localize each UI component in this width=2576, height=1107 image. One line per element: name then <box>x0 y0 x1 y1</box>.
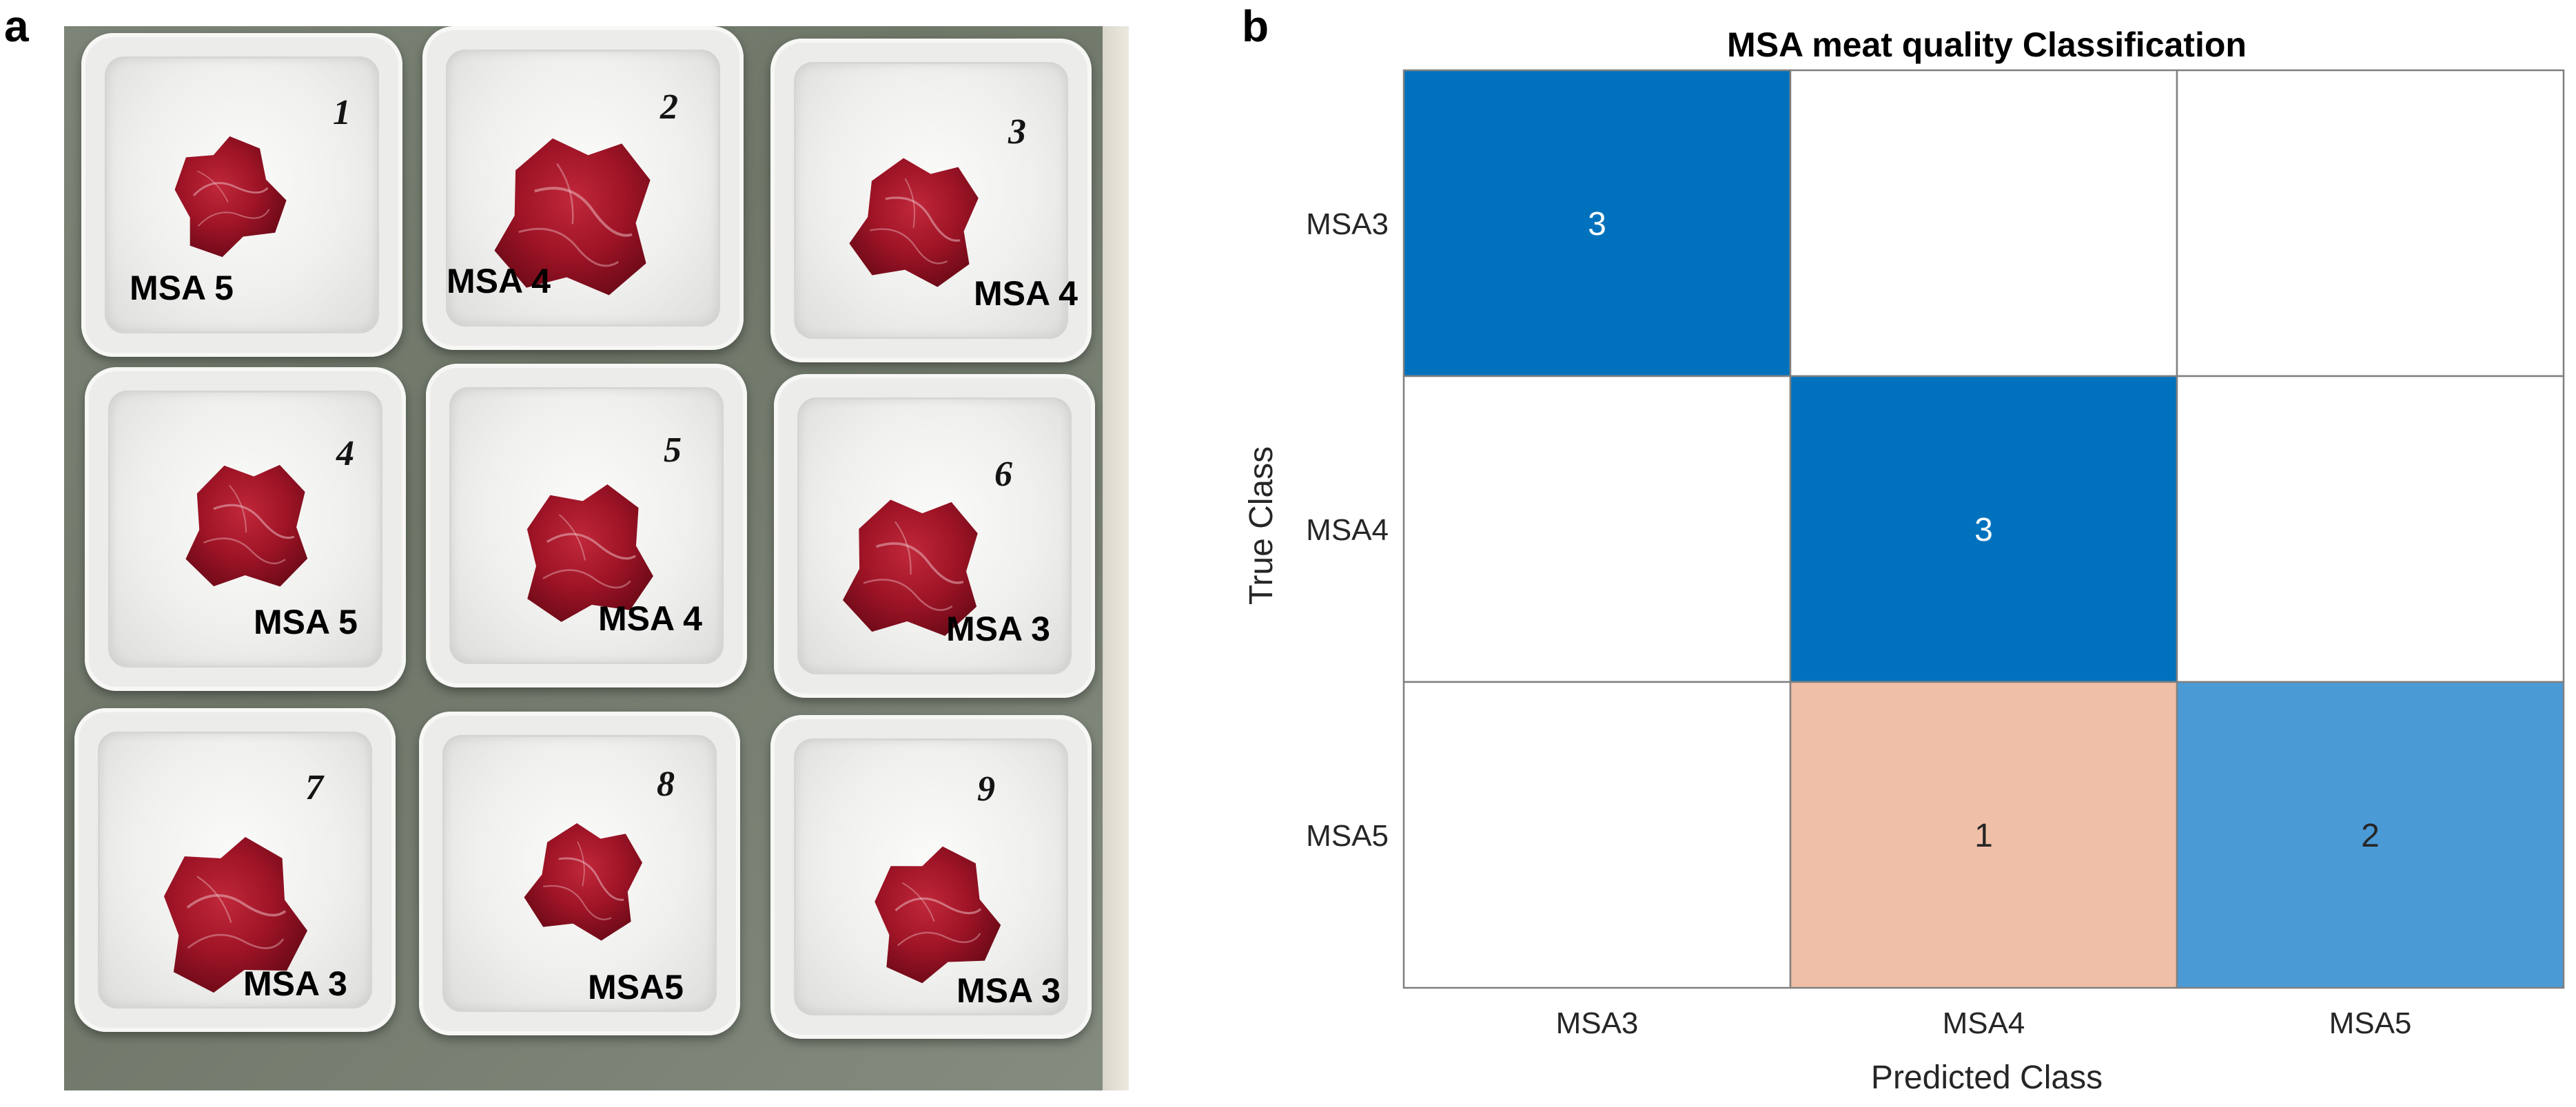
matrix-cell <box>1402 681 1792 989</box>
tray-msa-label: MSA 3 <box>946 610 1050 648</box>
meat-sample <box>875 846 1001 984</box>
tray: 5 MSA 4 <box>426 364 747 687</box>
tray: 3 MSA 4 <box>770 39 1092 362</box>
meat-sample <box>163 836 308 993</box>
tray-msa-label: MSA 5 <box>254 603 358 641</box>
tray: 4 MSA 5 <box>85 367 406 691</box>
matrix-cell-value: 3 <box>1588 206 1606 242</box>
matrix-cell <box>1402 375 1792 683</box>
tray-number: 7 <box>305 768 323 807</box>
meat-sample <box>185 464 308 587</box>
tray-msa-label: MSA 4 <box>974 274 1078 313</box>
matrix-cell <box>2176 681 2565 989</box>
matrix-cell-value: 1 <box>1974 818 1993 854</box>
x-tick-label: MSA4 <box>1943 1006 2025 1040</box>
tray-number: 1 <box>333 93 351 132</box>
photo-background-strip <box>1103 26 1129 1090</box>
x-tick-labels: MSA3 MSA4 MSA5 <box>1556 1006 2412 1040</box>
meat-sample <box>842 499 978 637</box>
tray: 6 MSA 3 <box>774 374 1095 698</box>
matrix-cell-value: 2 <box>2361 818 2380 854</box>
tray: 2 MSA 4 <box>422 26 744 350</box>
tray-number: 6 <box>994 455 1012 494</box>
tray: 1 MSA 5 <box>81 33 402 357</box>
meat-sample <box>849 158 979 287</box>
tray: 8 MSA5 <box>419 712 740 1035</box>
tray-msa-label: MSA5 <box>588 968 684 1006</box>
tray-msa-label: MSA 4 <box>447 262 551 300</box>
tray-number: 2 <box>660 87 678 127</box>
tray-number: 9 <box>977 769 995 809</box>
y-axis-label: True Class <box>1243 446 1280 605</box>
matrix-cell-value: 3 <box>1974 512 1993 548</box>
panel-label-a: a <box>4 1 29 51</box>
tray-number: 4 <box>336 434 354 473</box>
tray: 9 MSA 3 <box>770 715 1092 1039</box>
meat-sample <box>174 136 287 258</box>
tray-number: 5 <box>664 431 682 470</box>
y-tick-label: MSA5 <box>1306 819 1389 853</box>
matrix-cell <box>1789 69 2178 377</box>
y-tick-label: MSA4 <box>1306 513 1389 547</box>
meat-samples-photo: 1 MSA 5 2 MSA 4 3 MSA 4 4 MSA 5 5 MSA 4 6 MSA 3 7 MSA… <box>64 26 1129 1090</box>
tray-msa-label: MSA 4 <box>598 599 702 638</box>
chart-title: MSA meat quality Classification <box>1727 25 2247 64</box>
matrix-cell <box>2176 375 2565 683</box>
panel-label-b: b <box>1242 1 1269 51</box>
x-tick-label: MSA5 <box>2329 1006 2412 1040</box>
meat-sample <box>494 138 651 296</box>
y-tick-label: MSA3 <box>1306 207 1389 241</box>
meat-sample <box>527 484 653 622</box>
meat-sample <box>524 823 643 941</box>
matrix-cells: 3 3 1 2 <box>1402 69 2565 989</box>
x-tick-label: MSA3 <box>1556 1006 1639 1040</box>
matrix-cell <box>1789 681 2178 989</box>
tray-msa-label: MSA 3 <box>243 964 347 1003</box>
tray-number: 8 <box>657 765 675 804</box>
tray-msa-label: MSA 5 <box>130 269 234 307</box>
tray: 7 MSA 3 <box>74 708 396 1032</box>
matrix-cell <box>1402 69 1792 377</box>
tray-msa-label: MSA 3 <box>957 971 1061 1010</box>
y-tick-labels: MSA3 MSA4 MSA5 <box>1306 207 1389 853</box>
matrix-cell <box>2176 69 2565 377</box>
x-axis-label: Predicted Class <box>1871 1059 2103 1096</box>
tray-number: 3 <box>1008 112 1026 152</box>
confusion-matrix-chart: MSA meat quality Classification 3 3 1 2 MSA… <box>1243 25 2565 1096</box>
